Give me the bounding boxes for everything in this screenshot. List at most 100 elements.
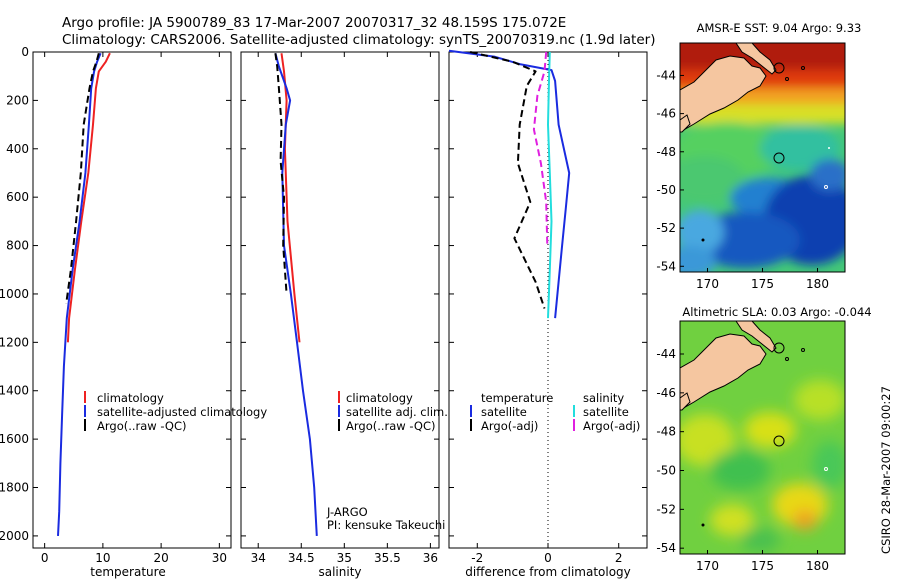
x-tick-label: 10: [95, 551, 110, 565]
temperature-legend: climatology satellite-adjusted climatolo…: [84, 391, 267, 433]
x-tick-label: 20: [153, 551, 168, 565]
stewart-island: [680, 114, 691, 133]
new-zealand-north-coast: [735, 43, 777, 75]
sst-cool-patch: [680, 246, 716, 272]
legend-label-sal-argo: Argo(-adj): [583, 419, 640, 433]
x-tick-label: 34.5: [288, 551, 315, 565]
x-tick-label: 0: [41, 551, 49, 565]
salinity-axis-ticks: 34 34.5 35 35.5 36: [241, 51, 439, 565]
new-zealand-south-island: [680, 333, 767, 411]
temperature-series: [57, 52, 111, 536]
sla-field: [680, 380, 845, 552]
island-marker: [824, 185, 828, 189]
timestamp-label: CSIRO 28-Mar-2007 09:00:27: [879, 386, 893, 554]
island-marker: [785, 77, 789, 81]
legend-label-temp-argo: Argo(-adj): [481, 419, 538, 433]
x-tick-label: 34: [251, 551, 266, 565]
legend-label-climatology: climatology: [346, 391, 413, 405]
island-marker: [785, 357, 789, 361]
y-tick-label: 2000: [0, 529, 29, 543]
sst-green-patch: [760, 126, 840, 170]
sla-low-patch: [812, 441, 845, 489]
salinity-series: [274, 52, 318, 536]
x-tick-label: 35.5: [374, 551, 401, 565]
map-y-tick-label: -52: [656, 502, 676, 516]
map-y-tick-label: -54: [656, 259, 676, 273]
y-tick-label: 800: [6, 239, 29, 253]
map-y-tick-label: -46: [656, 107, 676, 121]
legend-label-sal-satellite: satellite: [583, 405, 629, 419]
map-y-tick-label: -54: [656, 541, 676, 555]
map-y-tick-label: -44: [656, 68, 676, 82]
sst-cool-patch: [810, 159, 845, 191]
sla-peak-patch: [793, 510, 817, 530]
series-line-temperature-satellite: [448, 49, 571, 319]
sla-map-title: Altimetric SLA: 0.03 Argo: -0.044: [682, 305, 871, 319]
y-tick-label: 1800: [0, 481, 29, 495]
difference-series: [448, 49, 571, 319]
salinity-panel-frame: [240, 51, 440, 549]
map-x-tick-label: 175: [751, 559, 774, 573]
y-tick-label: 1000: [0, 287, 29, 301]
map-x-tick-label: 170: [696, 559, 719, 573]
island-marker: [701, 238, 705, 242]
map-y-tick-label: -44: [656, 347, 676, 361]
temperature-xlabel: temperature: [90, 565, 165, 579]
map-y-tick-label: -48: [656, 145, 676, 159]
series-line-argo-raw-qc: [274, 53, 288, 295]
figure-title-line2: Climatology: CARS2006. Satellite-adjuste…: [62, 32, 655, 48]
sst-field: [680, 43, 845, 272]
series-line-temperature-argo-adj: [469, 51, 546, 309]
difference-axis-ticks: -2 0 2: [449, 51, 647, 565]
island-marker: [801, 66, 805, 70]
sla-high-patch: [710, 504, 754, 536]
sla-high-patch: [680, 414, 735, 466]
sla-low-patch: [710, 450, 770, 490]
legend-label-satellite: satellite adj. clim.: [346, 405, 448, 419]
map-y-tick-label: -46: [656, 386, 676, 400]
figure-title-line1: Argo profile: JA 5900789_83 17-Mar-2007 …: [62, 15, 566, 31]
map-y-tick-label: -52: [656, 221, 676, 235]
legend-header-salinity: salinity: [583, 391, 624, 405]
y-tick-label: 0: [21, 45, 29, 59]
chatham-rise-contour: [773, 342, 785, 354]
difference-xlabel: difference from climatology: [465, 565, 631, 579]
legend-header-temperature: temperature: [481, 391, 553, 405]
argo-float-marker-sst: [773, 152, 785, 164]
pi-annotation: PI: kensuke Takeuchi: [327, 518, 445, 532]
x-tick-label: -2: [471, 551, 483, 565]
difference-legend: temperature salinity satellite Argo(-adj…: [470, 391, 640, 433]
series-line-salinity-argo-adj: [532, 51, 549, 246]
x-tick-label: 2: [615, 551, 623, 565]
sst-green-patch: [680, 156, 745, 204]
island-marker: [828, 147, 830, 149]
map-y-tick-label: -50: [656, 464, 676, 478]
legend-label-argo: Argo(..raw -QC): [97, 419, 187, 433]
map-x-tick-label: 180: [806, 277, 829, 291]
map-y-tick-label: -50: [656, 183, 676, 197]
program-annotation: J-ARGO: [326, 505, 368, 519]
x-tick-label: 30: [212, 551, 227, 565]
sla-map-image: [680, 321, 845, 554]
y-tick-label: 1400: [0, 384, 29, 398]
y-tick-label: 400: [6, 142, 29, 156]
y-tick-label: 1600: [0, 432, 29, 446]
map-x-tick-label: 175: [751, 277, 774, 291]
sst-map-axes: 170 175 180 -44 -46 -48 -50 -52 -54: [656, 68, 829, 291]
legend-label-satellite: satellite-adjusted climatology: [97, 405, 267, 419]
map-y-tick-label: -48: [656, 425, 676, 439]
map-x-tick-label: 180: [806, 559, 829, 573]
temperature-axis-ticks: 0 10 20 30 0 200 400 600 800 1000 1200 1400 1600 1800…: [0, 45, 231, 565]
sst-map-title: AMSR-E SST: 9.04 Argo: 9.33: [697, 21, 862, 35]
sst-map-image: [680, 43, 845, 272]
series-line-satellite-adjusted-climatology: [57, 52, 102, 536]
sla-high-patch: [744, 412, 796, 448]
sla-low-patch: [740, 528, 780, 552]
legend-label-temp-satellite: satellite: [481, 405, 527, 419]
salinity-xlabel: salinity: [318, 565, 361, 579]
legend-label-climatology: climatology: [97, 391, 164, 405]
y-tick-label: 600: [6, 190, 29, 204]
new-zealand-south-island: [680, 55, 767, 133]
island-marker: [701, 523, 705, 527]
y-tick-label: 1200: [0, 335, 29, 349]
